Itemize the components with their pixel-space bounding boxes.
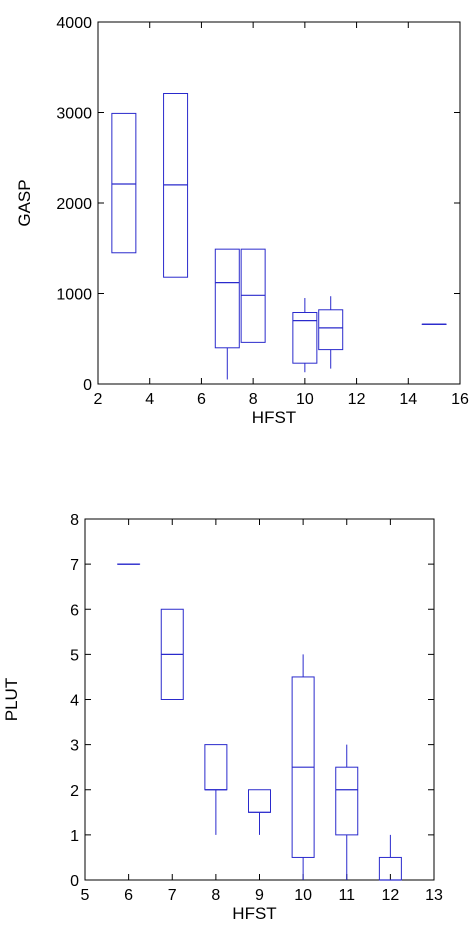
y-tick-label: 5 bbox=[70, 647, 79, 664]
box-body bbox=[214, 248, 240, 349]
y-axis-label: PLUT bbox=[2, 678, 21, 721]
y-tick-label: 1 bbox=[70, 828, 79, 845]
x-tick-label: 9 bbox=[255, 887, 264, 904]
x-tick-label: 13 bbox=[425, 887, 443, 904]
x-tick-label: 16 bbox=[451, 391, 469, 408]
x-tick-label: 10 bbox=[296, 391, 314, 408]
box-11 bbox=[318, 296, 344, 369]
box-body bbox=[335, 766, 359, 836]
box-10 bbox=[291, 654, 315, 880]
y-tick-label: 1000 bbox=[56, 287, 92, 304]
x-tick-label: 14 bbox=[399, 391, 417, 408]
x-tick-label: 8 bbox=[249, 391, 258, 408]
x-tick-label: 4 bbox=[145, 391, 154, 408]
box-body bbox=[318, 309, 344, 351]
y-tick-label: 3000 bbox=[56, 106, 92, 123]
x-axis-label: HFST bbox=[232, 904, 276, 923]
x-tick-label: 10 bbox=[294, 887, 312, 904]
plot-frame bbox=[97, 21, 461, 385]
y-tick-label: 2000 bbox=[56, 196, 92, 213]
x-tick-label: 2 bbox=[94, 391, 103, 408]
y-tick-label: 0 bbox=[83, 377, 92, 394]
box-12 bbox=[378, 834, 402, 881]
box-8 bbox=[204, 744, 228, 835]
y-tick-label: 0 bbox=[70, 873, 79, 890]
box-body bbox=[111, 112, 137, 254]
box-9 bbox=[248, 789, 271, 835]
box-body bbox=[204, 744, 228, 791]
x-tick-label: 12 bbox=[381, 887, 399, 904]
y-tick-label: 8 bbox=[70, 512, 79, 529]
y-tick-label: 7 bbox=[70, 557, 79, 574]
box-11 bbox=[335, 744, 359, 880]
y-tick-label: 4000 bbox=[56, 15, 92, 32]
x-tick-label: 12 bbox=[348, 391, 366, 408]
y-axis-label: GASP bbox=[15, 179, 34, 226]
box-7 bbox=[160, 608, 184, 700]
box-body bbox=[248, 789, 271, 813]
x-tick-label: 6 bbox=[124, 887, 133, 904]
box-7 bbox=[214, 248, 240, 380]
x-tick-label: 5 bbox=[81, 887, 90, 904]
x-tick-label: 8 bbox=[211, 887, 220, 904]
box-10 bbox=[292, 298, 318, 373]
y-tick-label: 4 bbox=[70, 693, 79, 710]
y-tick-label: 6 bbox=[70, 602, 79, 619]
box-8 bbox=[240, 248, 266, 343]
y-tick-label: 3 bbox=[70, 738, 79, 755]
chart-panel-1: 0 1000 2000 3000 4000 2 4 6 8 10 12 14 16 HFST GASP bbox=[15, 15, 469, 427]
x-tick-label: 11 bbox=[338, 887, 355, 904]
x-tick-label: 7 bbox=[168, 887, 177, 904]
x-tick-label: 6 bbox=[197, 391, 206, 408]
y-tick-label: 2 bbox=[70, 783, 79, 800]
x-axis-label: HFST bbox=[252, 408, 296, 427]
box-3 bbox=[111, 112, 137, 254]
box-5 bbox=[163, 92, 189, 278]
